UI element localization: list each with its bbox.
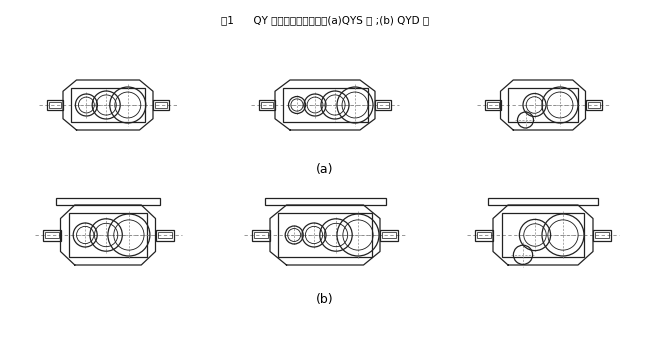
Bar bbox=[259, 100, 275, 110]
Bar bbox=[47, 100, 63, 110]
Bar bbox=[261, 102, 273, 108]
Bar bbox=[382, 232, 396, 238]
Text: (a): (a) bbox=[317, 163, 333, 177]
Bar bbox=[502, 213, 584, 257]
Bar bbox=[488, 198, 598, 205]
Bar bbox=[475, 229, 493, 241]
Bar bbox=[265, 198, 385, 205]
Bar bbox=[155, 229, 174, 241]
Bar bbox=[477, 232, 491, 238]
Bar bbox=[586, 100, 601, 110]
Bar bbox=[153, 100, 169, 110]
Bar bbox=[278, 213, 372, 257]
Bar bbox=[69, 213, 147, 257]
Bar bbox=[595, 232, 609, 238]
Bar bbox=[71, 88, 145, 122]
Bar bbox=[484, 100, 500, 110]
Bar bbox=[375, 100, 391, 110]
Bar bbox=[44, 232, 58, 238]
Bar bbox=[593, 229, 611, 241]
Bar bbox=[508, 88, 578, 122]
Bar bbox=[155, 102, 167, 108]
Bar bbox=[254, 232, 268, 238]
Bar bbox=[157, 232, 172, 238]
Bar bbox=[42, 229, 60, 241]
Text: (b): (b) bbox=[316, 294, 334, 307]
Text: 图1      QY 型减速器结构简图：(a)QYS 型 ;(b) QYD 型: 图1 QY 型减速器结构简图：(a)QYS 型 ;(b) QYD 型 bbox=[221, 15, 429, 25]
Bar bbox=[588, 102, 599, 108]
Bar bbox=[377, 102, 389, 108]
Bar bbox=[56, 198, 161, 205]
Bar bbox=[283, 88, 367, 122]
Bar bbox=[380, 229, 398, 241]
Bar bbox=[49, 102, 61, 108]
Bar bbox=[252, 229, 270, 241]
Bar bbox=[486, 102, 499, 108]
